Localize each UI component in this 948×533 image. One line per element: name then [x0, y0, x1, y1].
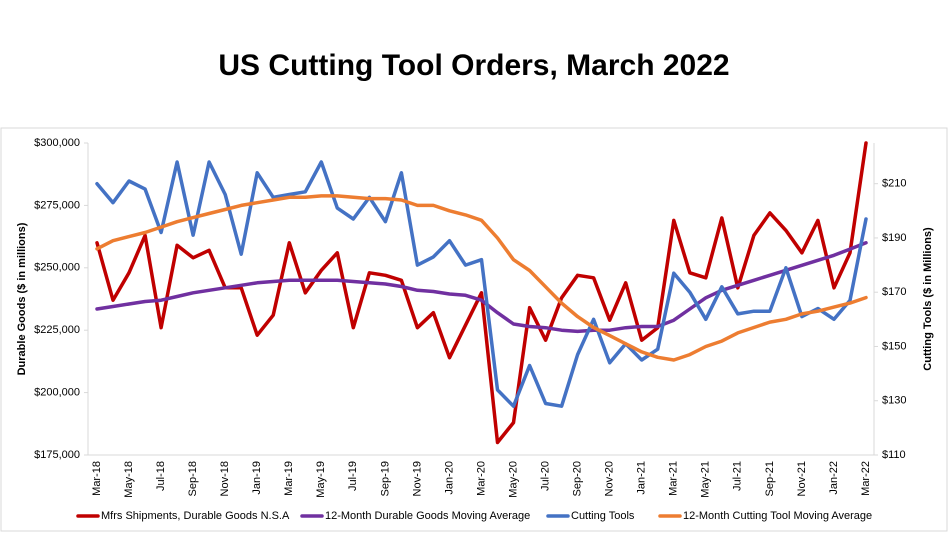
x-tick-label: Jul-19: [347, 461, 359, 491]
series-line: [95, 141, 868, 445]
x-tick-label: Jul-21: [732, 461, 744, 491]
y-tick-label: $250,000: [34, 262, 80, 274]
y2-tick-label: $110: [882, 449, 906, 461]
x-tick-label: Jul-18: [155, 461, 167, 491]
x-tick-label: May-20: [507, 461, 519, 498]
legend-label: 12-Month Cutting Tool Moving Average: [683, 510, 872, 522]
y-tick-label: $225,000: [34, 324, 80, 336]
y2-tick-label: $170: [882, 286, 906, 298]
x-tick-label: Mar-21: [668, 461, 680, 496]
chart-title: US Cutting Tool Orders, March 2022: [218, 49, 729, 82]
y-tick-label: $275,000: [34, 199, 80, 211]
y2-axis-title: Cutting Tools ($ in Millions): [922, 227, 934, 371]
y-axis-title: Durable Goods ($ in millions): [16, 222, 28, 375]
x-tick-label: Mar-19: [283, 461, 295, 496]
x-tick-label: Mar-18: [91, 461, 103, 496]
series-line: [95, 160, 868, 408]
x-tick-label: Sep-18: [187, 461, 199, 496]
x-tick-label: Nov-21: [796, 461, 808, 496]
x-tick-label: May-18: [123, 461, 135, 498]
x-tick-label: Jan-21: [636, 461, 648, 495]
x-tick-label: Mar-22: [860, 461, 872, 496]
y2-tick-label: $130: [882, 395, 906, 407]
series-line: [95, 241, 868, 334]
y2-tick-label: $190: [882, 232, 906, 244]
x-tick-label: Nov-18: [219, 461, 231, 496]
x-tick-label: Nov-20: [604, 461, 616, 496]
legend-label: Mfrs Shipments, Durable Goods N.S.A: [101, 510, 290, 522]
x-tick-label: May-19: [315, 461, 327, 498]
x-tick-label: Jul-20: [539, 461, 551, 491]
y-tick-label: $200,000: [34, 387, 80, 399]
legend-label: 12-Month Durable Goods Moving Average: [325, 510, 530, 522]
y-tick-label: $175,000: [34, 449, 80, 461]
series-line: [95, 194, 868, 362]
x-tick-label: Jan-20: [443, 461, 455, 495]
y-tick-label: $300,000: [34, 137, 80, 149]
y2-tick-label: $150: [882, 340, 906, 352]
x-tick-label: Jan-22: [828, 461, 840, 495]
x-tick-label: May-21: [700, 461, 712, 498]
x-tick-label: Nov-19: [411, 461, 423, 496]
x-tick-label: Jan-19: [251, 461, 263, 495]
y2-tick-label: $210: [882, 178, 906, 190]
x-tick-label: Mar-20: [475, 461, 487, 496]
chart-frame: [0, 127, 948, 532]
legend-label: Cutting Tools: [571, 510, 635, 522]
x-tick-label: Sep-19: [379, 461, 391, 496]
x-tick-label: Sep-21: [764, 461, 776, 496]
x-tick-label: Sep-20: [572, 461, 584, 496]
